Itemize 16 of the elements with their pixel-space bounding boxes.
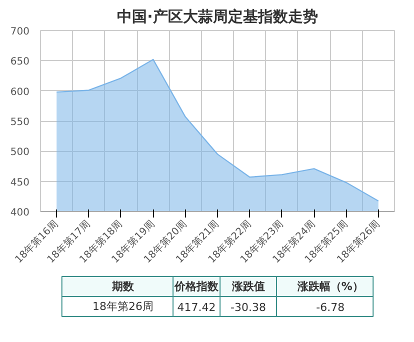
text: 价格指数 (174, 280, 220, 293)
y-tick-label: 550 (10, 117, 30, 128)
y-tick-label: 650 (10, 56, 30, 68)
text: 期数 (111, 280, 136, 293)
text: -30.38 (230, 301, 266, 314)
y-tick-label: 400 (10, 208, 30, 218)
y-tick-label: 600 (10, 86, 30, 98)
text: 18年第26周 (92, 300, 154, 313)
text: 涨跌值 (230, 280, 265, 293)
chart-title: 中国·产区大蒜周定基指数走势 (117, 8, 318, 26)
text: -6.78 (316, 301, 345, 314)
y-tick-label: 500 (10, 147, 30, 158)
text: 涨跌幅（%） (296, 280, 364, 293)
text: 417.42 (177, 301, 216, 314)
y-tick-label: 700 (10, 26, 30, 38)
y-tick-label: 450 (10, 177, 30, 188)
